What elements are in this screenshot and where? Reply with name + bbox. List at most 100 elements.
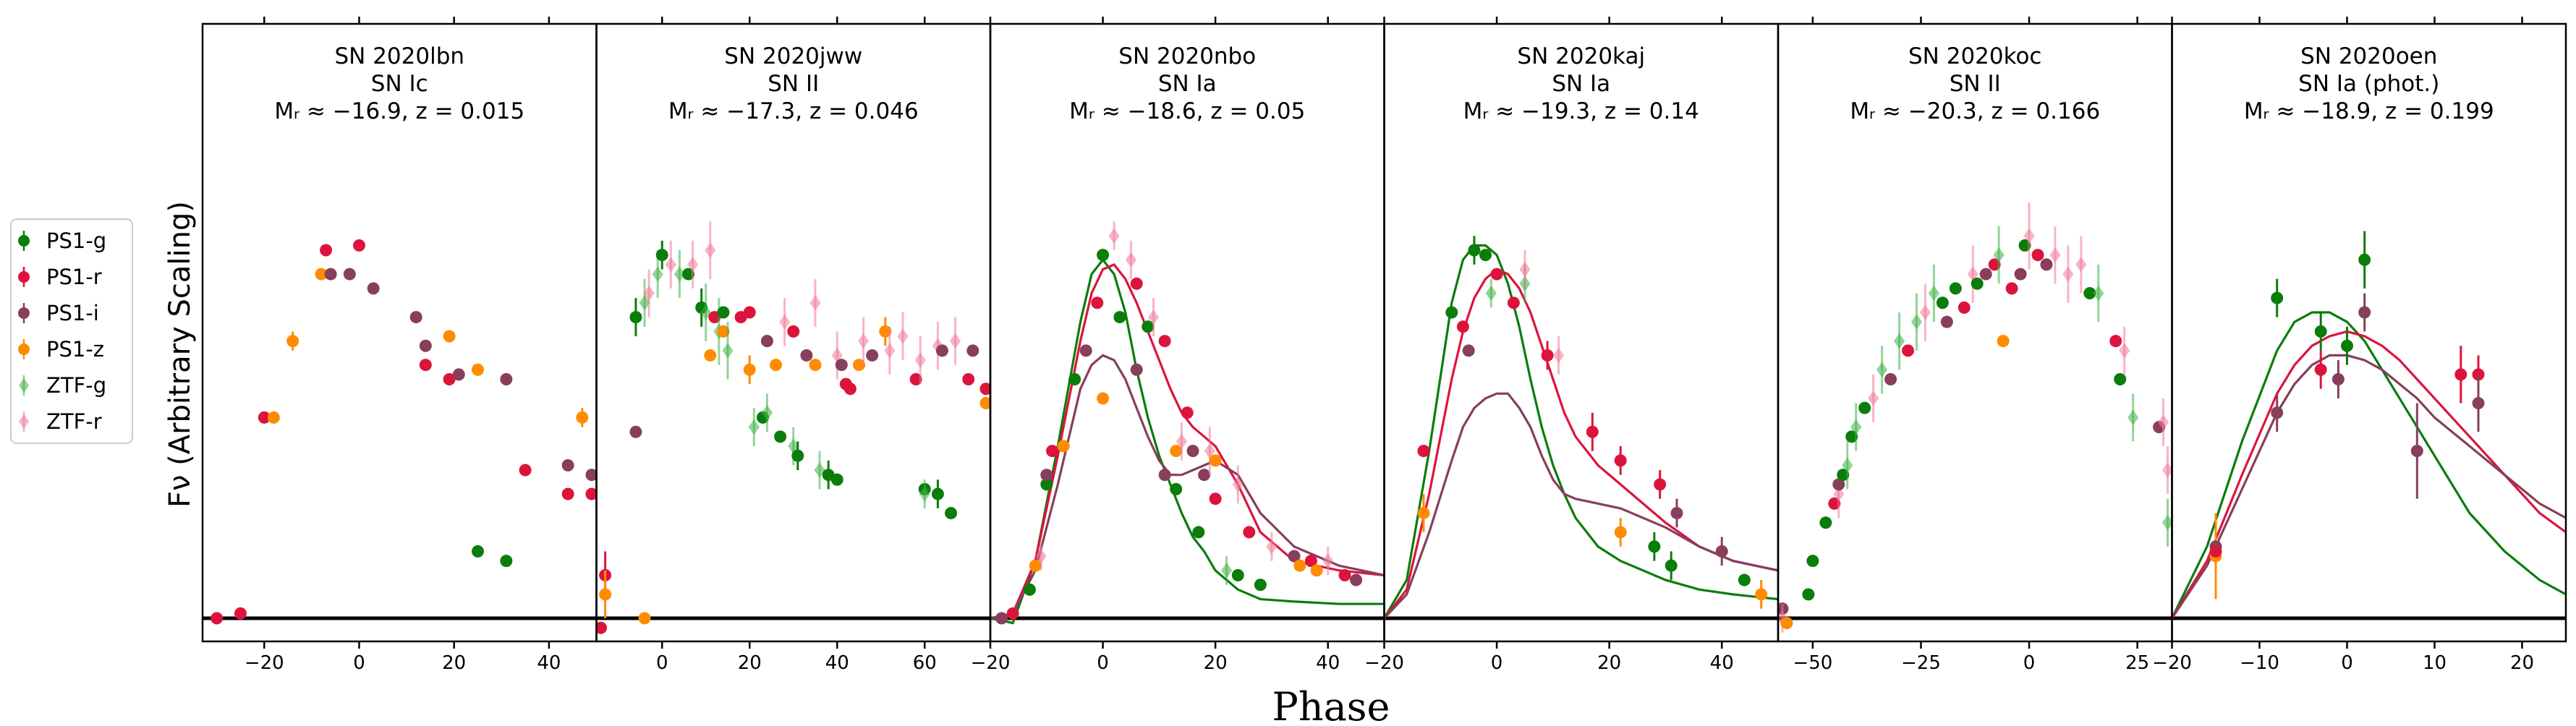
data-point-ps1-z <box>286 335 299 348</box>
x-tick-label: −20 <box>245 652 284 674</box>
data-point-ztf-r <box>686 257 699 273</box>
data-point-ps1-g <box>2341 339 2353 352</box>
data-point-ps1-z <box>1057 440 1070 453</box>
data-point-ps1-i <box>1715 544 1728 558</box>
data-point-ztf-r <box>2075 257 2087 273</box>
x-tick-label: 0 <box>2023 652 2036 674</box>
data-point-ps1-i <box>1158 469 1171 482</box>
data-point-ps1-g <box>1858 401 1871 414</box>
data-point-ps1-r <box>2314 363 2327 376</box>
data-point-ps1-i <box>324 268 337 281</box>
model-curve-ps1-r <box>990 262 1385 620</box>
legend-marker-ztf-g <box>18 378 30 393</box>
data-point-ps1-g <box>1665 559 1678 572</box>
data-point-ps1-g <box>1113 311 1126 324</box>
panel-title: SN 2020koc <box>1908 43 2041 69</box>
data-point-ps1-g <box>1971 277 1984 290</box>
data-point-ztf-g <box>2161 515 2172 531</box>
data-point-ps1-i <box>2358 306 2371 319</box>
x-tick-label: 20 <box>1204 652 1228 674</box>
x-tick-label: 60 <box>913 652 937 674</box>
data-point-ps1-z <box>717 325 730 338</box>
data-point-ps1-g <box>682 268 695 281</box>
data-point-ztf-g <box>761 405 773 421</box>
data-point-ps1-i <box>2410 445 2423 458</box>
data-point-ztf-r <box>884 343 896 359</box>
data-point-ps1-i <box>1670 507 1683 520</box>
data-point-ps1-g <box>1479 249 1492 262</box>
data-point-ps1-r <box>211 612 224 625</box>
data-point-ztf-r <box>1266 539 1278 555</box>
data-point-ps1-g <box>1468 244 1481 257</box>
panel-title: SN 2020jww <box>724 43 862 69</box>
data-point-ps1-r <box>979 383 990 396</box>
x-tick-label: 40 <box>1710 652 1734 674</box>
x-tick-label: 0 <box>1491 652 1503 674</box>
data-point-ps1-i <box>2472 397 2485 410</box>
x-tick-label: −20 <box>971 652 1011 674</box>
legend-label-ztf-r: ZTF-r <box>46 409 102 434</box>
data-point-ps1-r <box>258 411 271 424</box>
data-point-ztf-r <box>2119 343 2130 359</box>
data-point-ps1-g <box>1023 583 1036 596</box>
data-point-ps1-i <box>409 311 422 324</box>
legend-label-ps1-z: PS1-z <box>46 337 104 362</box>
data-point-ps1-r <box>1507 296 1520 309</box>
data-point-ps1-r <box>2209 544 2222 558</box>
data-point-ps1-r <box>352 239 365 252</box>
data-point-ztf-r <box>2161 462 2172 478</box>
model-curve-ps1-i <box>1384 392 1778 620</box>
data-point-ztf-r <box>1322 553 1334 569</box>
data-point-ps1-r <box>1456 320 1469 333</box>
data-point-ps1-i <box>585 469 597 482</box>
data-point-ps1-g <box>2271 291 2284 304</box>
x-tick-label: 0 <box>2341 652 2353 674</box>
model-curve-ps1-i <box>990 354 1385 620</box>
data-point-ps1-i <box>367 282 380 295</box>
data-point-ztf-r <box>2023 228 2035 244</box>
data-point-ps1-r <box>1902 344 1915 357</box>
data-point-ps1-z <box>1170 445 1183 458</box>
model-curve-ps1-g <box>1384 244 1778 619</box>
panel-title: SN 2020kaj <box>1517 43 1645 69</box>
data-point-ps1-g <box>1837 469 1850 482</box>
data-point-ps1-i <box>1198 469 1211 482</box>
data-point-ps1-z <box>1997 335 2010 348</box>
model-curve-ps1-i <box>2172 354 2566 619</box>
data-point-ztf-r <box>1919 304 1931 320</box>
data-point-ps1-g <box>830 473 843 486</box>
data-point-ps1-i <box>1186 445 1199 458</box>
data-point-ps1-r <box>419 359 432 372</box>
panel-properties: Mᵣ ≈ −18.6, z = 0.05 <box>1069 98 1305 124</box>
data-point-ps1-z <box>471 363 484 376</box>
data-point-ps1-i <box>1288 550 1301 563</box>
data-point-ps1-i <box>935 344 948 357</box>
data-point-ztf-g <box>652 266 663 282</box>
data-point-ps1-i <box>835 359 848 372</box>
data-point-ps1-i <box>452 368 465 381</box>
data-point-ps1-r <box>1988 258 2001 271</box>
panel-title: SN 2020lbn <box>334 43 464 69</box>
data-point-ps1-i <box>561 458 574 471</box>
data-point-ztf-r <box>2049 247 2061 263</box>
x-tick-label: 0 <box>1097 652 1109 674</box>
data-point-ztf-g <box>1850 419 1862 435</box>
legend-label-ps1-i: PS1-i <box>46 301 99 325</box>
data-point-ps1-r <box>1490 268 1503 281</box>
data-point-ztf-r <box>932 338 944 354</box>
panel-type: SN Ia <box>1552 71 1610 97</box>
legend-label-ztf-g: ZTF-g <box>46 373 106 398</box>
data-point-ps1-g <box>1231 569 1244 582</box>
data-point-ps1-g <box>1170 483 1183 496</box>
data-point-ps1-g <box>1802 588 1815 601</box>
x-tick-label: 10 <box>2423 652 2447 674</box>
panel-properties: Mᵣ ≈ −17.3, z = 0.046 <box>668 98 919 124</box>
data-point-ztf-g <box>1221 563 1233 578</box>
data-point-ztf-g <box>1910 314 1923 330</box>
data-point-ps1-z <box>1780 617 1793 630</box>
data-point-ztf-r <box>914 352 926 368</box>
data-point-ps1-r <box>1957 301 1971 314</box>
data-point-ztf-r <box>1833 486 1845 502</box>
